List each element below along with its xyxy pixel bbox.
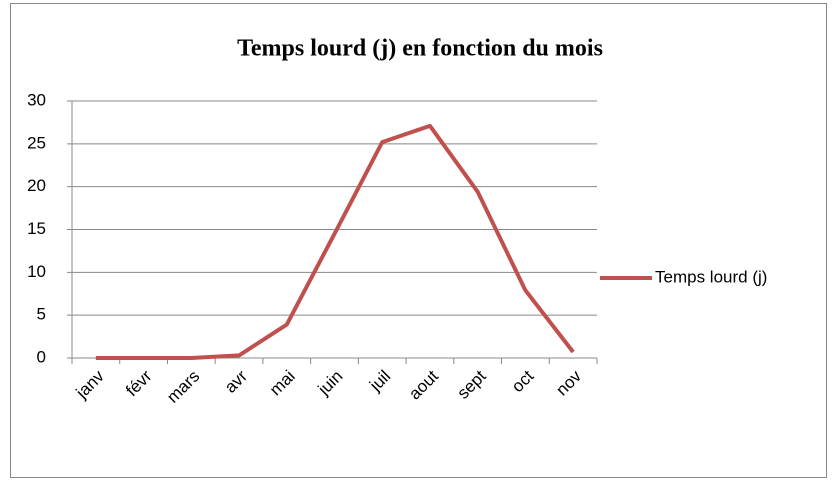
y-tick-label: 15 <box>27 219 46 238</box>
chart-title: Temps lourd (j) en fonction du mois <box>237 36 603 62</box>
legend-label: Temps lourd (j) <box>655 267 767 286</box>
chart-frame <box>10 3 827 478</box>
y-tick-label: 10 <box>27 262 46 281</box>
data-line <box>95 123 575 360</box>
y-tick-label: 5 <box>37 305 46 324</box>
y-tick-label: 20 <box>27 176 46 195</box>
y-tick-label: 30 <box>27 90 46 109</box>
y-tick-label: 0 <box>37 347 46 366</box>
y-tick-label: 25 <box>27 133 46 152</box>
